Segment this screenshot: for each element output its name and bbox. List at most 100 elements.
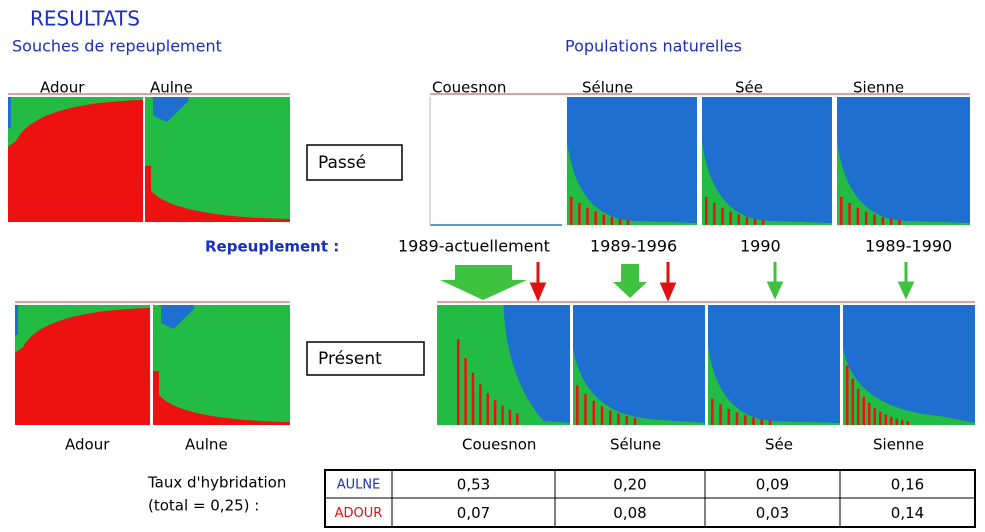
admixture-bar (626, 220, 630, 225)
present-label: Présent (318, 349, 382, 369)
table-cell: 0,20 (613, 476, 646, 494)
admixture-bar (576, 385, 579, 425)
plot-region (843, 347, 975, 425)
admixture-bar (868, 403, 871, 425)
admixture-bar (508, 409, 512, 425)
admixture-bar (610, 216, 614, 225)
admixture-bar (594, 211, 597, 225)
plot (430, 97, 562, 225)
arrow (766, 262, 784, 300)
population-label: Sée (735, 79, 763, 97)
admixture-bar (898, 220, 901, 225)
table-cell: 0,53 (457, 476, 490, 494)
admixture-bar (851, 378, 854, 425)
admixture-bar (760, 419, 763, 425)
admixture-bar (705, 196, 708, 225)
population-label: Sélune (582, 79, 633, 97)
admixture-bar (873, 407, 876, 425)
population-label: Sienne (853, 79, 904, 97)
plot-region (8, 97, 143, 147)
admixture-bar (617, 413, 620, 425)
arrow (659, 262, 677, 302)
admixture-bar (761, 220, 765, 225)
admixture-bar (501, 405, 504, 425)
admixture-bar (586, 207, 589, 225)
admixture-bar (889, 218, 893, 225)
admixture-bar (633, 418, 637, 425)
admixture-bar (493, 400, 497, 425)
admixture-bar (592, 400, 595, 425)
admixture-bar (856, 207, 860, 225)
admixture-bar (721, 207, 724, 225)
population-label: Aulne (185, 436, 228, 454)
admixture-bar (578, 203, 581, 225)
plot-region (573, 347, 705, 425)
admixture-bar (744, 415, 747, 425)
admixture-bar (901, 420, 904, 425)
admixture-bar (584, 394, 587, 425)
admixture-bar (602, 214, 605, 225)
table-cell: 0,16 (891, 476, 924, 494)
plot-region (153, 97, 189, 122)
plots (8, 93, 975, 425)
admixture-bar (471, 372, 475, 425)
population-label: Sienne (873, 436, 924, 454)
admixture-bar (516, 413, 519, 425)
arrow (529, 262, 547, 302)
plot-region (15, 305, 18, 335)
admixture-bar (881, 216, 885, 225)
table: AULNE 0,53 0,20 0,09 0,16 ADOUR 0,07 0,08 0,03 0,… (324, 469, 976, 528)
period: 1989-1990 (865, 237, 952, 256)
admixture-bar (600, 406, 604, 425)
hybridization-label: Taux d'hybridation (147, 474, 286, 492)
period: 1989-actuellement (398, 237, 550, 256)
arrow (613, 264, 647, 298)
admixture-bar (862, 396, 865, 425)
past-box (306, 144, 403, 181)
admixture-bar (727, 408, 730, 425)
admixture-bar (848, 203, 851, 225)
population-label: Adour (40, 79, 85, 97)
plot-region (15, 305, 150, 353)
plot-region (8, 97, 11, 129)
admixture-bar (625, 416, 628, 425)
admixture-bar (464, 358, 467, 425)
population-label: Sée (765, 436, 793, 454)
admixture-bar (609, 410, 612, 425)
admixture-bar (752, 417, 755, 425)
population-label: Aulne (150, 79, 193, 97)
admixture-bar (713, 203, 716, 225)
table-cell: 0,14 (891, 504, 924, 522)
plot-region (145, 165, 290, 222)
population-label: Adour (65, 436, 110, 454)
left-subtitle: Souches de repeuplement (12, 37, 222, 56)
admixture-bar (884, 414, 887, 425)
arrow (440, 265, 527, 300)
period: 1990 (740, 237, 781, 256)
row-header: AULNE (337, 478, 381, 493)
hybridization-total: (total = 0,25) : (148, 497, 259, 515)
admixture-bar (729, 211, 732, 225)
period: 1989-1996 (590, 237, 677, 256)
row-header: ADOUR (335, 506, 383, 521)
admixture-bar (456, 339, 460, 425)
arrows (440, 262, 915, 302)
admixture-bar (753, 218, 757, 225)
admixture-bar (864, 211, 868, 225)
admixture-bar (735, 412, 739, 425)
admixture-bar (895, 418, 898, 425)
population-label: Sélune (610, 436, 661, 454)
admixture-bar (768, 420, 772, 425)
table-cell: 0,08 (613, 504, 646, 522)
admixture-bar (719, 404, 722, 425)
restocking-label: Repeuplement : (205, 238, 339, 256)
admixture-bar (873, 214, 876, 225)
admixture-bar (745, 216, 749, 225)
admixture-bar (486, 393, 490, 425)
present-box (306, 341, 425, 376)
plot-region (153, 371, 290, 425)
table-cell: 0,03 (756, 504, 789, 522)
admixture-bar (906, 421, 909, 425)
admixture-bar (737, 214, 740, 225)
